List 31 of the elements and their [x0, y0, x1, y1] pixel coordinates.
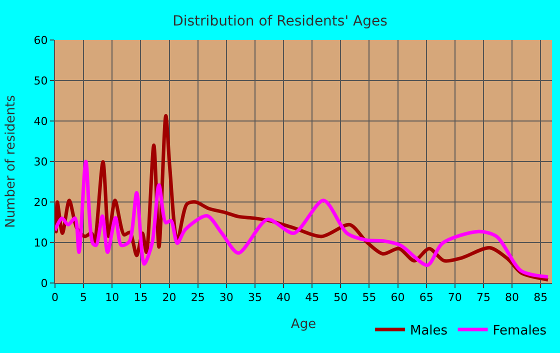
x-tick-label: 70	[448, 291, 462, 304]
x-tick-label: 5	[80, 291, 88, 304]
legend-label: Males	[410, 324, 448, 339]
x-tick-label: 85	[534, 291, 548, 304]
y-tick-label: 0	[40, 276, 48, 290]
y-tick-label: 50	[34, 74, 48, 88]
x-tick-label: 75	[476, 291, 490, 304]
x-tick-label: 50	[334, 291, 348, 304]
y-axis-title: Number of residents	[4, 94, 19, 228]
x-tick-label: 40	[276, 291, 291, 304]
x-tick-label: 80	[505, 291, 520, 304]
x-tick-label: 30	[219, 291, 234, 304]
y-tick-label: 30	[34, 155, 48, 168]
x-tick-label: 45	[305, 291, 320, 304]
y-tick-label: 40	[34, 114, 48, 128]
x-tick-label: 55	[362, 291, 376, 304]
x-axis-title: Age	[290, 316, 316, 332]
y-tick-label: 60	[34, 34, 48, 47]
legend-label: Females	[492, 324, 547, 339]
x-tick-label: 65	[419, 291, 434, 304]
x-tick-label: 15	[134, 291, 148, 304]
line-series	[55, 160, 550, 279]
x-tick-label: 20	[162, 291, 176, 304]
x-tick-label: 60	[390, 291, 405, 304]
y-tick-label: 20	[34, 196, 48, 209]
x-tick-label: 10	[105, 291, 120, 304]
y-tick-label: 10	[34, 236, 48, 250]
x-tick-label: 0	[52, 291, 58, 304]
chart-title: Distribution of Residents' Ages	[172, 14, 388, 30]
x-tick-label: 35	[248, 291, 262, 304]
x-tick-label: 25	[190, 291, 205, 304]
